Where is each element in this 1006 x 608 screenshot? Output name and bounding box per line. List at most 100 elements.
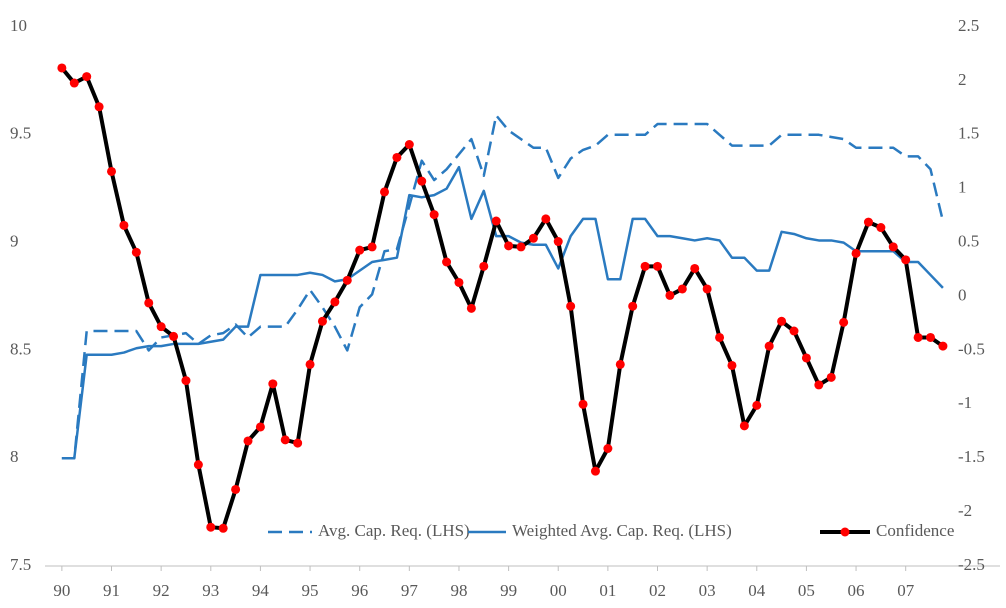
marker bbox=[578, 399, 588, 409]
y2-tick-label: 2.5 bbox=[958, 16, 979, 35]
marker bbox=[144, 298, 154, 308]
y-tick-label: 8 bbox=[10, 447, 19, 466]
y2-tick-label: -2.5 bbox=[958, 555, 985, 574]
marker bbox=[553, 237, 563, 247]
x-tick-label: 92 bbox=[153, 581, 170, 600]
marker bbox=[330, 297, 340, 307]
marker bbox=[417, 176, 427, 186]
marker bbox=[628, 301, 638, 311]
x-tick-label: 01 bbox=[599, 581, 616, 600]
marker bbox=[280, 435, 290, 445]
marker bbox=[342, 275, 352, 285]
marker bbox=[491, 216, 501, 226]
y-tick-label: 8.5 bbox=[10, 339, 31, 358]
marker bbox=[764, 341, 774, 351]
marker bbox=[789, 326, 799, 336]
y2-tick-label: 0.5 bbox=[958, 232, 979, 251]
marker bbox=[541, 214, 551, 224]
marker bbox=[131, 247, 141, 257]
x-tick-label: 04 bbox=[748, 581, 766, 600]
marker bbox=[590, 466, 600, 476]
marker bbox=[504, 241, 514, 251]
marker bbox=[826, 372, 836, 382]
series-line bbox=[61, 114, 945, 460]
marker bbox=[516, 242, 526, 252]
x-tick-label: 99 bbox=[500, 581, 517, 600]
marker bbox=[429, 210, 439, 220]
legend-label: Confidence bbox=[876, 521, 954, 540]
marker bbox=[863, 217, 873, 227]
y2-tick-label: -2 bbox=[958, 501, 972, 520]
marker bbox=[466, 303, 476, 313]
y-tick-label: 9.5 bbox=[10, 124, 31, 143]
x-tick-label: 90 bbox=[53, 581, 70, 600]
legend-marker bbox=[840, 527, 850, 537]
marker bbox=[355, 245, 365, 255]
marker bbox=[156, 322, 166, 332]
marker bbox=[615, 359, 625, 369]
marker bbox=[268, 379, 278, 389]
marker bbox=[305, 359, 315, 369]
marker bbox=[839, 317, 849, 327]
marker bbox=[255, 422, 265, 432]
marker bbox=[640, 261, 650, 271]
marker bbox=[193, 460, 203, 470]
y-tick-label: 7.5 bbox=[10, 555, 31, 574]
x-tick-label: 98 bbox=[450, 581, 467, 600]
marker bbox=[926, 332, 936, 342]
marker bbox=[814, 380, 824, 390]
x-tick-label: 97 bbox=[401, 581, 419, 600]
marker bbox=[293, 438, 303, 448]
marker bbox=[69, 78, 79, 88]
x-tick-label: 03 bbox=[699, 581, 716, 600]
y2-tick-label: -1.5 bbox=[958, 447, 985, 466]
marker bbox=[727, 360, 737, 370]
y2-tick-label: 1.5 bbox=[958, 124, 979, 143]
y2-tick-label: 0 bbox=[958, 285, 967, 304]
marker bbox=[181, 376, 191, 386]
y2-tick-label: 1 bbox=[958, 178, 967, 197]
legend-label: Weighted Avg. Cap. Req. (LHS) bbox=[512, 521, 732, 540]
marker bbox=[851, 248, 861, 258]
marker bbox=[107, 166, 117, 176]
marker bbox=[888, 242, 898, 252]
marker bbox=[690, 263, 700, 273]
x-tick-label: 95 bbox=[302, 581, 319, 600]
x-tick-label: 96 bbox=[351, 581, 368, 600]
marker bbox=[392, 152, 402, 162]
marker bbox=[715, 332, 725, 342]
marker bbox=[119, 220, 129, 230]
marker bbox=[677, 284, 687, 294]
y2-tick-label: -0.5 bbox=[958, 339, 985, 358]
marker bbox=[603, 443, 613, 453]
x-tick-label: 94 bbox=[252, 581, 270, 600]
marker bbox=[752, 400, 762, 410]
marker bbox=[380, 187, 390, 197]
marker bbox=[57, 63, 67, 73]
marker bbox=[243, 436, 253, 446]
marker bbox=[82, 72, 92, 82]
marker bbox=[231, 484, 241, 494]
x-tick-label: 93 bbox=[202, 581, 219, 600]
x-tick-label: 91 bbox=[103, 581, 120, 600]
marker bbox=[442, 257, 452, 267]
marker bbox=[876, 223, 886, 233]
x-tick-label: 02 bbox=[649, 581, 666, 600]
y2-tick-label: 2 bbox=[958, 70, 967, 89]
x-tick-label: 00 bbox=[550, 581, 567, 600]
marker bbox=[94, 102, 104, 112]
marker bbox=[454, 277, 464, 287]
marker bbox=[739, 421, 749, 431]
marker bbox=[938, 341, 948, 351]
marker bbox=[801, 353, 811, 363]
marker bbox=[528, 233, 538, 243]
series-line bbox=[60, 66, 945, 531]
y-tick-label: 9 bbox=[10, 232, 19, 251]
marker bbox=[218, 523, 228, 533]
marker bbox=[479, 261, 489, 271]
marker bbox=[317, 316, 327, 326]
marker bbox=[702, 284, 712, 294]
marker bbox=[367, 242, 377, 252]
x-tick-label: 05 bbox=[798, 581, 815, 600]
